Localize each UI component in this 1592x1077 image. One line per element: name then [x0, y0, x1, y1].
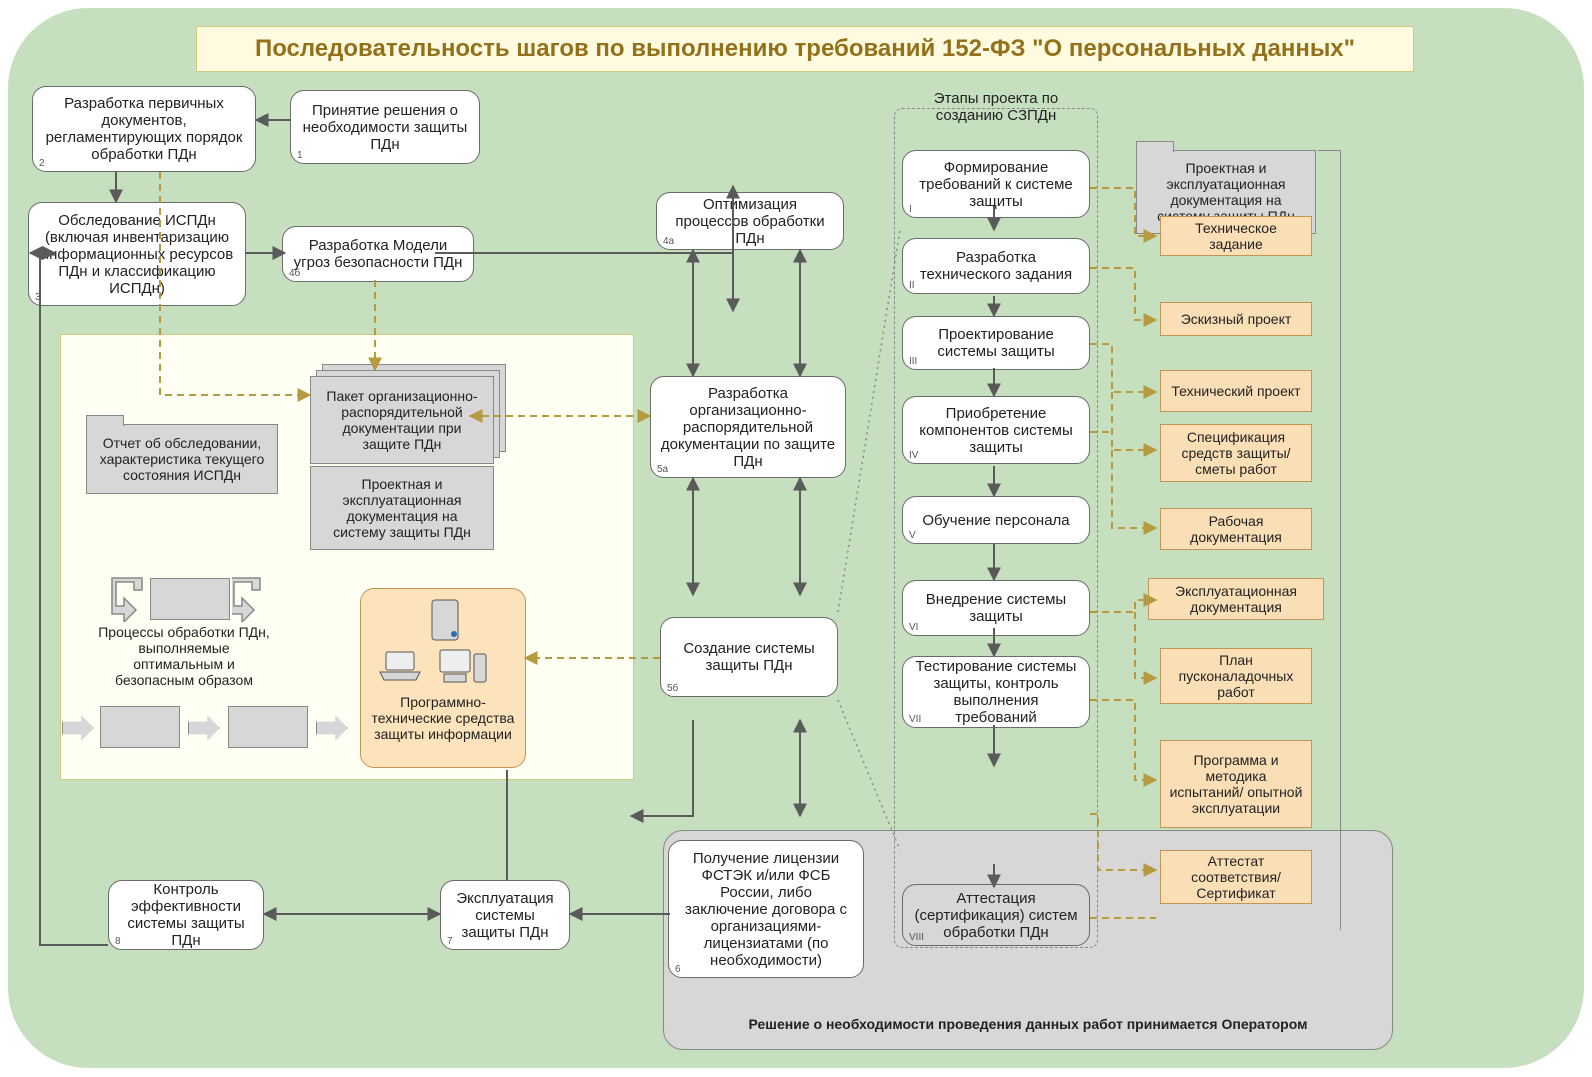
beige-doc-2: Технический проект: [1160, 370, 1312, 412]
stage-3: Проектирование системы защиты III: [902, 316, 1090, 370]
stage-7-num: VII: [909, 714, 921, 725]
node-5b: Создание системы защиты ПДн 5б: [660, 617, 838, 697]
beige-doc-3: Спецификация средств защиты/ сметы работ: [1160, 424, 1312, 482]
node-6-text: Получение лицензии ФСТЭК и/или ФСБ Росси…: [677, 850, 855, 969]
beige-doc-6-text: План пусконаладочных работ: [1169, 652, 1303, 700]
node-6-num: 6: [675, 964, 681, 975]
beige-doc-4: Рабочая документация: [1160, 508, 1312, 550]
beige-doc-4-text: Рабочая документация: [1169, 513, 1303, 545]
proc-rect-b2: [228, 706, 308, 748]
desktop-icon: [438, 648, 488, 686]
node-6: Получение лицензии ФСТЭК и/или ФСБ Росси…: [668, 840, 864, 978]
doc-proj-text: Проектная и эксплуатационная документаци…: [319, 476, 485, 540]
node-7-text: Эксплуатация системы защиты ПДн: [449, 890, 561, 941]
node-8-num: 8: [115, 936, 121, 947]
stage-3-text: Проектирование системы защиты: [911, 326, 1081, 360]
node-4a: Оптимизация процессов обработки ПДн 4а: [656, 192, 844, 250]
process-caption: Процессы обработки ПДн, выполняемые опти…: [96, 624, 272, 688]
node-1: Принятие решения о необходимости защиты …: [290, 90, 480, 164]
doc-orgpack-text: Пакет организационно-распорядительной до…: [319, 388, 485, 452]
node-3-text: Обследование ИСПДн (включая инвентаризац…: [37, 212, 237, 297]
beige-doc-3-text: Спецификация средств защиты/ сметы работ: [1169, 429, 1303, 477]
doc-proj: Проектная и эксплуатационная документаци…: [310, 466, 494, 550]
proc-rect-top: [150, 578, 230, 620]
node-8-text: Контроль эффективности системы защиты ПД…: [117, 881, 255, 949]
beige-doc-5-text: Эксплуатационная документация: [1157, 583, 1315, 615]
node-5a-text: Разработка организационно-распорядительн…: [659, 385, 837, 470]
doc-orgpack: Пакет организационно-распорядительной до…: [310, 376, 494, 464]
node-4a-num: 4а: [663, 236, 674, 247]
stage-8: Аттестация (сертификация) систем обработ…: [902, 884, 1090, 946]
beige-doc-7-text: Программа и методика испытаний/ опытной …: [1169, 752, 1303, 816]
node-4b-text: Разработка Модели угроз безопасности ПДн: [291, 237, 465, 271]
stage-2-num: II: [909, 280, 915, 291]
node-5a-num: 5а: [657, 464, 668, 475]
doc-report: Отчет об обследовании, характеристика те…: [86, 424, 278, 494]
stage-5: Обучение персонала V: [902, 496, 1090, 544]
stage-6-num: VI: [909, 622, 918, 633]
beige-doc-7: Программа и методика испытаний/ опытной …: [1160, 740, 1312, 828]
beige-docs-bind-line: [1340, 150, 1341, 930]
node-4b: Разработка Модели угроз безопасности ПДн…: [282, 226, 474, 282]
beige-panel-label: Программно-технические средства защиты и…: [366, 694, 520, 742]
beige-doc-0: Техническое задание: [1160, 216, 1312, 256]
node-4a-text: Оптимизация процессов обработки ПДн: [665, 196, 835, 247]
stage-8-num: VIII: [909, 932, 924, 943]
stage-1-text: Формирование требований к системе защиты: [911, 159, 1081, 210]
stage-6: Внедрение системы защиты VI: [902, 580, 1090, 636]
stage-2: Разработка технического задания II: [902, 238, 1090, 294]
node-7-num: 7: [447, 936, 453, 947]
node-2: Разработка первичных документов, регламе…: [32, 86, 256, 172]
node-2-num: 2: [39, 158, 45, 169]
node-5b-num: 5б: [667, 683, 678, 694]
stage-7: Тестирование системы защиты, контроль вы…: [902, 656, 1090, 728]
node-8: Контроль эффективности системы защиты ПД…: [108, 880, 264, 950]
doc-right-proj-text: Проектная и эксплуатационная документаци…: [1145, 160, 1307, 224]
stage-8-text: Аттестация (сертификация) систем обработ…: [911, 890, 1081, 941]
title-bar: Последовательность шагов по выполнению т…: [196, 26, 1414, 72]
beige-doc-0-text: Техническое задание: [1169, 220, 1303, 252]
node-3: Обследование ИСПДн (включая инвентаризац…: [28, 202, 246, 306]
beige-doc-1: Эскизный проект: [1160, 302, 1312, 336]
node-5b-text: Создание системы защиты ПДн: [669, 640, 829, 674]
doc-report-text: Отчет об обследовании, характеристика те…: [95, 435, 269, 483]
proc-u-right: [232, 576, 266, 622]
node-2-text: Разработка первичных документов, регламе…: [41, 95, 247, 163]
node-1-num: 1: [297, 150, 303, 161]
stage-3-num: III: [909, 356, 917, 367]
stage-1: Формирование требований к системе защиты…: [902, 150, 1090, 218]
beige-doc-2-text: Технический проект: [1171, 383, 1300, 399]
title-text: Последовательность шагов по выполнению т…: [255, 35, 1355, 62]
node-5a: Разработка организационно-распорядительн…: [650, 376, 846, 478]
beige-docs-bind-top: [1318, 150, 1340, 151]
stage-5-num: V: [909, 530, 916, 541]
node-4b-num: 4б: [289, 268, 300, 279]
node-1-text: Принятие решения о необходимости защиты …: [299, 102, 471, 153]
stage-4-text: Приобретение компонентов системы защиты: [911, 405, 1081, 456]
stage-4-num: IV: [909, 450, 918, 461]
stage-4: Приобретение компонентов системы защиты …: [902, 396, 1090, 464]
stage-6-text: Внедрение системы защиты: [911, 591, 1081, 625]
node-3-num: 3: [35, 292, 41, 303]
beige-doc-8: Аттестат соответствия/ Сертификат: [1160, 850, 1312, 904]
stages-title: Этапы проекта по созданию СЗПДн: [898, 90, 1094, 124]
node-7: Эксплуатация системы защиты ПДн 7: [440, 880, 570, 950]
beige-doc-5: Эксплуатационная документация: [1148, 578, 1324, 620]
stage-1-num: I: [909, 204, 912, 215]
stage-2-text: Разработка технического задания: [911, 249, 1081, 283]
beige-doc-8-text: Аттестат соответствия/ Сертификат: [1169, 853, 1303, 901]
footer-note: Решение о необходимости проведения данны…: [668, 1016, 1388, 1032]
proc-rect-b1: [100, 706, 180, 748]
stage-7-text: Тестирование системы защиты, контроль вы…: [911, 658, 1081, 726]
stage-5-text: Обучение персонала: [922, 512, 1069, 529]
beige-doc-1-text: Эскизный проект: [1181, 311, 1292, 327]
beige-doc-6: План пусконаладочных работ: [1160, 648, 1312, 704]
server-icon: [428, 598, 462, 646]
proc-u-left: [110, 576, 144, 622]
laptop-icon: [378, 650, 422, 682]
